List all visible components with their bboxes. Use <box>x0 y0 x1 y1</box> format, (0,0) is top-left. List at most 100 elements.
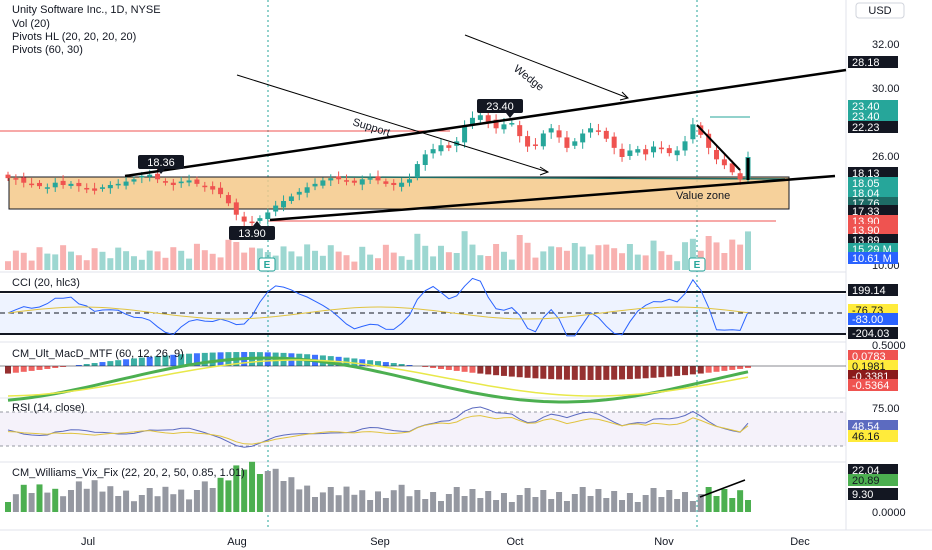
wvf-bar <box>398 484 405 512</box>
volume-bar <box>170 247 177 270</box>
macd-bar <box>107 361 114 366</box>
candle-body <box>194 179 200 184</box>
candle-body <box>218 187 224 195</box>
volume-bar <box>524 242 531 270</box>
wvf-bar <box>209 488 216 512</box>
volume-bar <box>36 247 43 270</box>
pivot-tag-1390: 13.90 <box>229 221 275 240</box>
candle-body <box>438 145 444 152</box>
volume-bar <box>650 240 657 270</box>
macd-bar <box>524 366 531 378</box>
candle-body <box>690 124 696 140</box>
candle-body <box>674 150 680 156</box>
macd-bar <box>12 366 19 373</box>
wvf-bar <box>658 497 665 512</box>
wvf-bar <box>367 500 374 512</box>
macd-bar <box>186 353 193 366</box>
pivot-tag-2340: 23.40 <box>477 99 523 118</box>
wvf-bar <box>729 498 736 512</box>
macd-bar <box>745 366 751 368</box>
candle-body <box>414 164 420 178</box>
candle-body <box>225 195 231 204</box>
macd-bar <box>485 366 492 375</box>
candle-body <box>344 180 350 182</box>
price-label <box>848 110 898 122</box>
volume-bar <box>67 251 74 270</box>
wvf-label <box>848 474 898 486</box>
price-tick: 32.00 <box>872 39 900 51</box>
wvf-bar <box>60 496 67 512</box>
macd-bar <box>445 366 452 370</box>
wvf-bar <box>162 486 169 512</box>
candle-body <box>367 178 373 180</box>
candle-body <box>635 149 641 153</box>
candle-body <box>666 148 672 154</box>
time-axis[interactable]: Jul Aug Sep Oct Nov Dec <box>81 536 810 548</box>
candle-body <box>548 128 554 133</box>
candle-body <box>658 147 664 150</box>
wvf-bar <box>28 493 35 512</box>
candle-body <box>52 182 58 188</box>
macd-bar <box>359 359 366 366</box>
time-tick-oct: Oct <box>506 536 523 548</box>
volume-bar <box>91 248 98 270</box>
volume-bar <box>556 247 563 270</box>
candle-body <box>564 137 570 148</box>
earnings-badge-aug[interactable]: E <box>258 257 276 272</box>
macd-bar <box>674 366 681 376</box>
volume-bar <box>28 260 35 270</box>
candle-body <box>572 141 578 146</box>
candle-body <box>399 182 405 187</box>
price-label <box>848 56 898 68</box>
macd-bar <box>406 365 413 366</box>
macd-label <box>848 360 898 372</box>
candle-body <box>233 202 239 215</box>
volume-bar <box>532 257 539 270</box>
volume-bar <box>154 251 161 270</box>
candle-body <box>304 187 310 193</box>
volume-bars <box>5 231 751 270</box>
volume-bar <box>52 254 59 270</box>
candle-body <box>643 149 649 155</box>
macd-bar <box>453 366 460 371</box>
wedge-upper-line[interactable] <box>124 68 847 178</box>
volume-bar <box>12 250 19 270</box>
wvf-bar <box>453 487 460 512</box>
support-arrow-head <box>539 166 550 176</box>
macd-bar <box>666 366 673 377</box>
currency-badge[interactable]: USD <box>855 2 905 19</box>
candle-body <box>493 119 499 129</box>
macd-bar <box>689 366 696 375</box>
wedge-arrow[interactable] <box>464 34 629 99</box>
wvf-bar <box>12 494 19 512</box>
wvf-bar <box>461 496 468 512</box>
volume-bar <box>682 242 689 270</box>
macd-bar <box>721 366 728 371</box>
wvf-bar <box>225 480 232 512</box>
volume-bar <box>288 251 295 270</box>
candle-body <box>462 125 468 143</box>
volume-bar <box>642 255 649 270</box>
volume-bar <box>296 256 303 270</box>
cci-ma-line <box>7 306 749 320</box>
wvf-bar <box>272 468 279 512</box>
candle-body <box>611 136 617 148</box>
candle-body <box>5 174 11 179</box>
support-arrow[interactable] <box>236 74 549 173</box>
volume-bar <box>422 245 429 270</box>
time-tick-dec: Dec <box>790 536 810 548</box>
wvf-bar <box>319 492 326 512</box>
macd-title: CM_Ult_MacD_MTF (60, 12, 26, 9) <box>12 348 184 360</box>
wedge-lower-line[interactable] <box>269 174 836 222</box>
wvf-bar <box>563 501 570 512</box>
price-label <box>848 205 898 217</box>
candle-body <box>430 149 436 154</box>
earnings-badge-nov[interactable]: E <box>688 257 706 272</box>
candle-body <box>737 173 743 180</box>
price-axis[interactable]: 32.0030.0026.0010.000.500075.000.000028.… <box>848 39 906 519</box>
volume-bar <box>209 253 216 270</box>
wvf-bar <box>603 498 610 512</box>
price-label <box>848 100 898 112</box>
time-tick-jul: Jul <box>81 536 95 548</box>
